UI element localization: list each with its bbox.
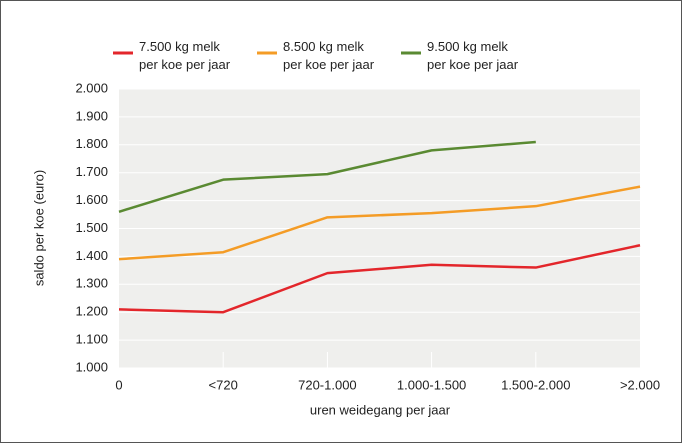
x-tick-label: 720-1.000: [298, 377, 357, 392]
x-tick-label: 0: [115, 377, 122, 392]
series-line: [118, 140, 536, 213]
y-tick-label: 1.600: [75, 192, 108, 207]
y-tick-label: 1.100: [75, 332, 108, 347]
legend-label: 7.500 kg melk per koe per jaar: [139, 39, 231, 72]
x-tick-label: <720: [209, 377, 238, 392]
y-tick-label: 1.700: [75, 164, 108, 179]
y-tick-label: 1.000: [75, 359, 108, 374]
y-axis-title: saldo per koe (euro): [31, 170, 46, 286]
y-tick-label: 1.200: [75, 304, 108, 319]
x-tick-label: >2.000: [620, 377, 660, 392]
series-line: [118, 185, 641, 261]
y-tick-label: 1.300: [75, 276, 108, 291]
y-tick-label: 2.000: [75, 80, 108, 95]
x-tick-label: 1.000-1.500: [397, 377, 466, 392]
y-tick-label: 1.900: [75, 108, 108, 123]
legend-label: 9.500 kg melk per koe per jaar: [427, 39, 519, 72]
y-tick-label: 1.400: [75, 248, 108, 263]
x-tick-label: 1.500-2.000: [501, 377, 570, 392]
y-tick-label: 1.800: [75, 136, 108, 151]
y-tick-label: 1.500: [75, 220, 108, 235]
legend-label: 8.500 kg melk per koe per jaar: [283, 39, 375, 72]
x-axis-title: uren weidegang per jaar: [310, 402, 451, 417]
series-line: [118, 244, 641, 314]
